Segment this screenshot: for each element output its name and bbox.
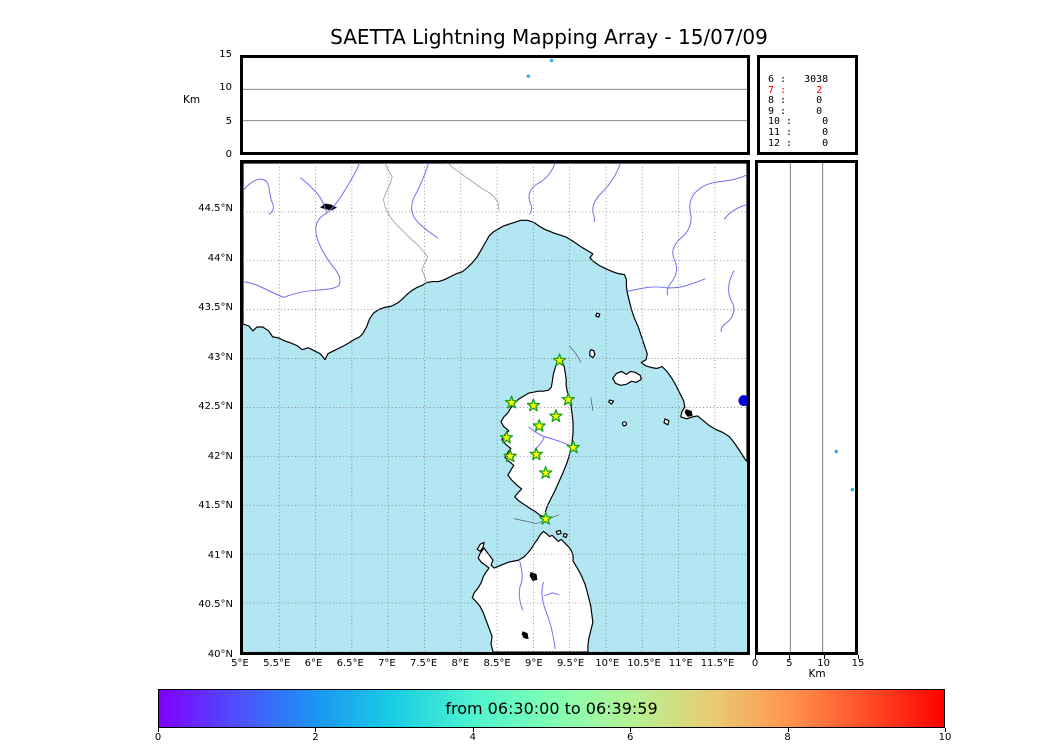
corsica-island — [500, 357, 574, 518]
side-axis-tick — [823, 655, 825, 659]
colorbar-tick-label: 2 — [312, 732, 319, 743]
mainland-coastline — [243, 163, 747, 462]
lat-tick-label: 40.5°N — [198, 599, 233, 611]
lat-tick-label: 43°N — [207, 351, 233, 363]
altitude-ytick-label: 5 — [225, 115, 232, 127]
lat-tick-label: 41.5°N — [198, 500, 233, 512]
colorbar-time-range-label: from 06:30:00 to 06:39:59 — [445, 699, 658, 718]
station-star — [504, 395, 519, 409]
count-row: 10 : 0 — [768, 116, 829, 128]
station-star — [552, 353, 567, 367]
colorbar-tick-label: 6 — [627, 732, 634, 743]
small-islands — [476, 312, 670, 552]
side-axis-tick — [857, 655, 859, 659]
sardinia-island — [471, 530, 594, 652]
side-xtick-label: 10 — [817, 658, 831, 669]
altitude-ytick-label: 0 — [225, 148, 232, 160]
lon-tick-label: 8.5°E — [483, 658, 511, 669]
source-dot — [834, 449, 838, 454]
lon-tick-label: 9.5°E — [556, 658, 585, 669]
side-km-axis-label: Km — [808, 668, 826, 680]
flash-cluster-dot — [738, 395, 747, 407]
lon-tick-label: 11.5°E — [700, 658, 735, 669]
source-dot — [850, 487, 855, 492]
lma-stations — [499, 353, 581, 525]
lat-tick-label: 42.5°N — [198, 401, 233, 413]
colorbar-tick-label: 8 — [784, 732, 791, 743]
country-borders — [382, 163, 500, 284]
landmasses — [243, 163, 747, 652]
lon-tick-label: 10.5°E — [627, 658, 661, 669]
colorbar-tick-label: 0 — [154, 732, 162, 743]
colorbar-tick — [315, 728, 317, 732]
lon-tick-label: 5°E — [231, 658, 249, 669]
side-xtick-label: 0 — [751, 658, 759, 669]
lat-tick-label: 42°N — [207, 450, 233, 462]
lon-tick-label: 6.5°E — [336, 658, 364, 669]
altitude-latitude-panel — [755, 160, 858, 655]
altitude-ytick-label: 10 — [219, 82, 232, 94]
lon-tick-label: 7°E — [378, 658, 396, 669]
source-dot — [549, 58, 554, 63]
colorbar-tick — [158, 728, 159, 732]
lon-tick-label: 7.5°E — [410, 658, 438, 669]
station-star — [538, 465, 553, 479]
page-title: SAETTA Lightning Mapping Array - 15/07/0… — [330, 25, 768, 49]
altitude-ytick-label: 15 — [219, 49, 232, 60]
count-row: 8 : 0 — [768, 95, 823, 107]
station-star — [499, 430, 514, 444]
station-star — [549, 409, 563, 423]
colorbar-tick — [630, 728, 632, 732]
lat-tick-label: 40°N — [207, 648, 233, 660]
station-star — [538, 511, 553, 525]
count-row: 11 : 0 — [768, 126, 829, 138]
map-panel — [240, 160, 750, 655]
station-star — [566, 440, 581, 454]
count-row: 12 : 0 — [768, 137, 829, 149]
station-star — [529, 447, 544, 461]
lat-tick-label: 43.5°N — [198, 302, 233, 314]
lat-tick-label: 41°N — [207, 549, 233, 561]
lon-tick-label: 5.5°E — [263, 658, 291, 669]
lon-tick-label: 10°E — [595, 658, 620, 669]
source-dot — [526, 74, 531, 78]
altitude-longitude-panel — [240, 55, 750, 155]
station-star — [503, 449, 517, 463]
side-xtick-label: 5 — [786, 658, 793, 669]
lat-lon-grid — [243, 163, 747, 652]
station-star — [532, 419, 546, 432]
side-axis-tick — [789, 655, 791, 659]
lat-tick-label: 44°N — [207, 252, 233, 264]
colorbar-tick-label: 10 — [938, 732, 952, 743]
lat-tick-label: 44.5°N — [198, 203, 233, 215]
station-star — [526, 398, 541, 412]
lon-tick-label: 8°E — [451, 658, 470, 669]
lightning-flash-cluster — [738, 395, 747, 407]
colorbar-tick — [945, 728, 946, 732]
colorbar-tick — [787, 728, 789, 732]
colorbar-tick-label: 4 — [469, 732, 476, 743]
colorbar-tick — [472, 728, 474, 732]
rivers — [243, 163, 747, 650]
side-xtick-label: 15 — [851, 658, 865, 669]
lon-tick-label: 9°E — [524, 658, 543, 669]
colorbar: from 06:30:00 to 06:39:59 — [158, 689, 945, 728]
count-row: 9 : 0 — [768, 105, 823, 117]
altitude-longitude-plot — [243, 58, 747, 122]
station-star — [561, 392, 575, 406]
altitude-latitude-plot — [789, 163, 855, 652]
side-axis-tick — [755, 655, 756, 659]
count-row: 6 : 3038 — [768, 74, 829, 85]
lon-tick-label: 6°E — [304, 658, 323, 669]
geographic-map — [243, 163, 747, 652]
count-row: 7 : 2 — [768, 84, 823, 96]
lon-tick-label: 11°E — [668, 658, 693, 669]
altitude-axis-label: Km — [183, 94, 201, 106]
